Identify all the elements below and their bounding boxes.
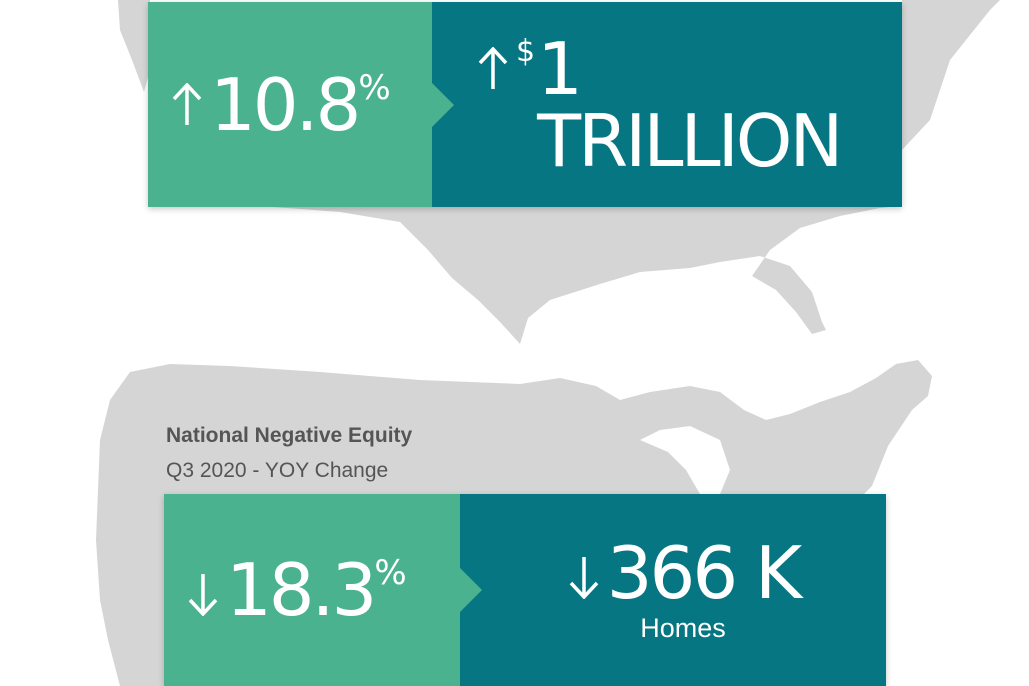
lower-map-shape bbox=[96, 360, 932, 686]
bottom-right-value: 366 K bbox=[606, 530, 803, 615]
top-stats-panel: 10.8 % $ 1 TRILLION bbox=[148, 2, 902, 207]
section-subtitle: Q3 2020 - YOY Change bbox=[166, 459, 389, 482]
upper-map-shape bbox=[118, 0, 1000, 344]
arrow-down-icon bbox=[186, 572, 220, 616]
top-left-unit: % bbox=[358, 67, 391, 108]
top-left-value: 10.8 bbox=[210, 62, 361, 147]
bottom-right-label: Homes bbox=[640, 612, 726, 643]
top-right-value: 1 TRILLION bbox=[537, 26, 843, 183]
top-right-currency: $ bbox=[516, 33, 536, 69]
arrow-up-icon bbox=[170, 82, 204, 127]
bottom-right-stat: 366 K Homes bbox=[460, 494, 886, 686]
arrow-up-icon bbox=[476, 46, 510, 91]
lake-michigan-shape bbox=[640, 426, 730, 494]
top-right-stat: $ 1 TRILLION bbox=[432, 2, 902, 207]
bottom-left-unit: % bbox=[374, 553, 407, 593]
bottom-left-stat: 18.3 % bbox=[164, 494, 482, 686]
arrow-down-icon bbox=[567, 555, 601, 599]
bottom-left-value: 18.3 bbox=[226, 548, 377, 632]
top-left-stat: 10.8 % bbox=[148, 2, 454, 207]
bottom-stats-panel: 18.3 % 366 K Homes bbox=[164, 494, 886, 686]
section-title: National Negative Equity bbox=[166, 424, 413, 447]
